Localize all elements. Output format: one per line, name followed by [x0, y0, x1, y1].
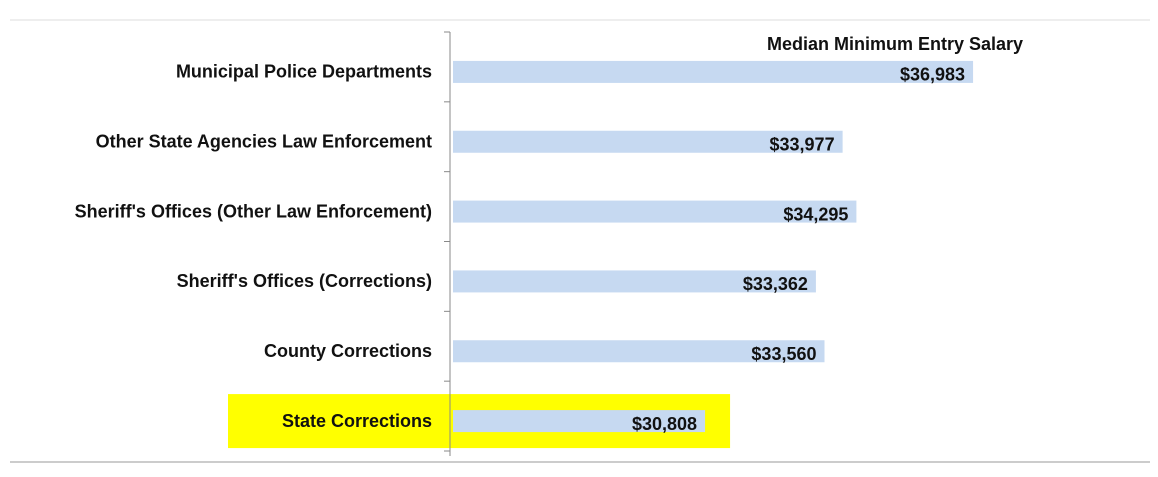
bar	[453, 340, 825, 363]
value-label: $33,362	[743, 274, 808, 294]
value-label: $33,977	[770, 135, 835, 155]
bar	[453, 200, 857, 223]
bar	[453, 270, 816, 293]
bar	[453, 410, 706, 433]
category-label: Sheriff's Offices (Other Law Enforcement…	[75, 201, 432, 221]
bar	[453, 60, 974, 83]
category-label: State Corrections	[282, 411, 432, 431]
value-label: $36,983	[900, 65, 965, 85]
chart-title: Median Minimum Entry Salary	[767, 34, 1023, 54]
bar	[453, 130, 843, 153]
category-label: County Corrections	[264, 341, 432, 361]
value-label: $34,295	[783, 204, 848, 224]
category-label: Sheriff's Offices (Corrections)	[177, 271, 432, 291]
value-label: $30,808	[632, 414, 697, 434]
category-label: Municipal Police Departments	[176, 62, 432, 82]
category-label: Other State Agencies Law Enforcement	[96, 132, 432, 152]
value-label: $33,560	[751, 344, 816, 364]
